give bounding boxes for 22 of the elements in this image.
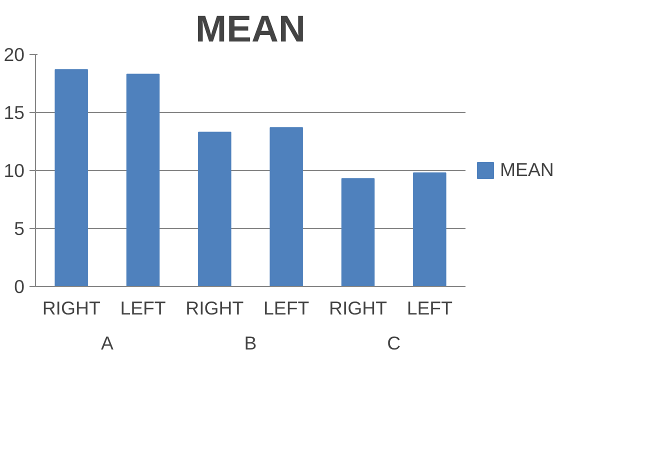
x-tick-label: RIGHT <box>186 298 244 318</box>
y-tick-label: 10 <box>4 160 25 181</box>
bar <box>198 132 232 286</box>
x-tick-label: LEFT <box>264 298 310 318</box>
bar <box>270 127 303 286</box>
bar <box>341 178 375 286</box>
text: C <box>387 332 401 354</box>
bar <box>54 69 88 286</box>
y-tick-label: 5 <box>14 218 25 239</box>
bar <box>126 74 160 286</box>
chart-title: MEAN <box>196 8 306 50</box>
y-tick-label: 15 <box>4 102 25 123</box>
x-tick-label: LEFT <box>120 298 166 318</box>
y-tick-label: 0 <box>14 276 25 297</box>
text: B <box>244 332 257 354</box>
bar <box>413 172 446 286</box>
x-tick-label: LEFT <box>406 298 452 318</box>
y-tick-label: 20 <box>4 44 25 65</box>
x-tick-label: RIGHT <box>42 298 100 318</box>
text: A <box>100 332 114 354</box>
x-tick-label: RIGHT <box>328 298 388 318</box>
legend-label: MEAN <box>500 159 554 181</box>
